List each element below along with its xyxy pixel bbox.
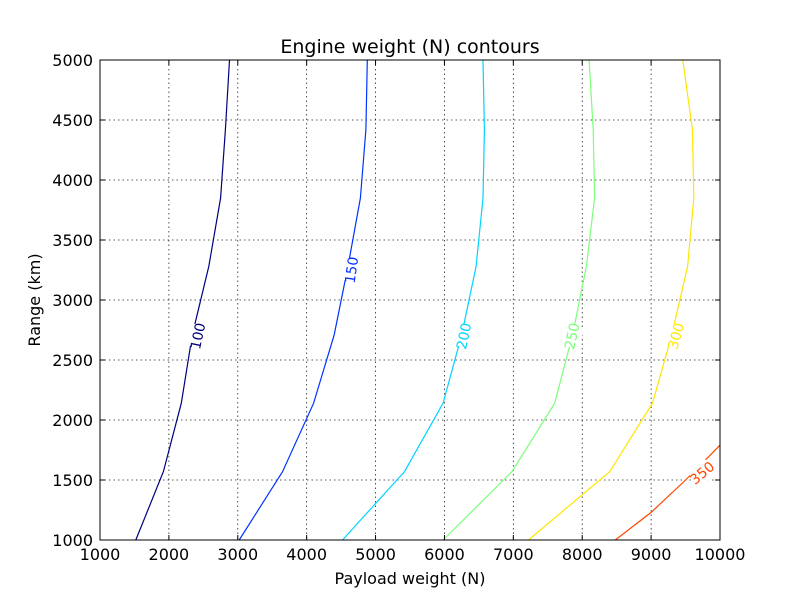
contour-line bbox=[342, 59, 486, 541]
x-tick-label: 2000 bbox=[149, 545, 190, 564]
contour-300: 300 bbox=[528, 59, 695, 541]
y-tick-label: 5000 bbox=[52, 51, 93, 70]
contour-label-gap bbox=[340, 257, 363, 283]
x-tick-label: 10000 bbox=[695, 545, 746, 564]
contour-label: 300 bbox=[665, 321, 688, 351]
y-axis-label: Range (km) bbox=[25, 253, 44, 346]
contour-label-gap bbox=[185, 323, 210, 349]
y-tick-label: 1500 bbox=[52, 471, 93, 490]
x-tick-label: 8000 bbox=[562, 545, 603, 564]
contour-100: 100 bbox=[135, 59, 231, 541]
x-tick-label: 1000 bbox=[80, 545, 121, 564]
chart-title: Engine weight (N) contours bbox=[280, 36, 539, 58]
contour-line bbox=[442, 59, 596, 541]
y-tick-label: 3000 bbox=[52, 291, 93, 310]
contour-label: 350 bbox=[687, 459, 718, 488]
x-tick-label: 5000 bbox=[355, 545, 396, 564]
contour-350: 350 bbox=[614, 444, 721, 541]
contour-200: 200 bbox=[342, 59, 486, 541]
contour-label-gap bbox=[559, 323, 584, 349]
y-tick-label: 4500 bbox=[52, 111, 93, 130]
x-tick-label: 4000 bbox=[286, 545, 327, 564]
contour-150: 150 bbox=[238, 59, 368, 541]
grid bbox=[100, 60, 720, 540]
y-tick-label: 3500 bbox=[52, 231, 93, 250]
x-tick-label: 3000 bbox=[217, 545, 258, 564]
contour-label-gap bbox=[663, 322, 689, 350]
y-tick-label: 2500 bbox=[52, 351, 93, 370]
contour-line bbox=[528, 59, 695, 541]
x-tick-label: 7000 bbox=[493, 545, 534, 564]
y-tick-label: 1000 bbox=[52, 531, 93, 550]
contour-label: 100 bbox=[188, 321, 209, 350]
axis-ticks: 1000 2000 3000 4000 5000 6000 7000 8000 9000 1000… bbox=[52, 51, 745, 564]
x-axis-label: Payload weight (N) bbox=[335, 569, 486, 588]
x-tick-label: 6000 bbox=[424, 545, 465, 564]
contour-label-gap bbox=[687, 458, 717, 488]
x-tick-label: 9000 bbox=[631, 545, 672, 564]
y-tick-label: 4000 bbox=[52, 171, 93, 190]
contour-lines: 100 150 200 250 300 350 bbox=[135, 59, 721, 541]
contour-label: 250 bbox=[562, 321, 583, 350]
contour-label: 200 bbox=[454, 321, 475, 350]
contour-250: 250 bbox=[442, 59, 596, 541]
contour-label: 150 bbox=[343, 256, 363, 285]
contour-line bbox=[135, 59, 231, 541]
contour-label-gap bbox=[451, 323, 476, 349]
contour-line bbox=[238, 59, 368, 541]
y-tick-label: 2000 bbox=[52, 411, 93, 430]
